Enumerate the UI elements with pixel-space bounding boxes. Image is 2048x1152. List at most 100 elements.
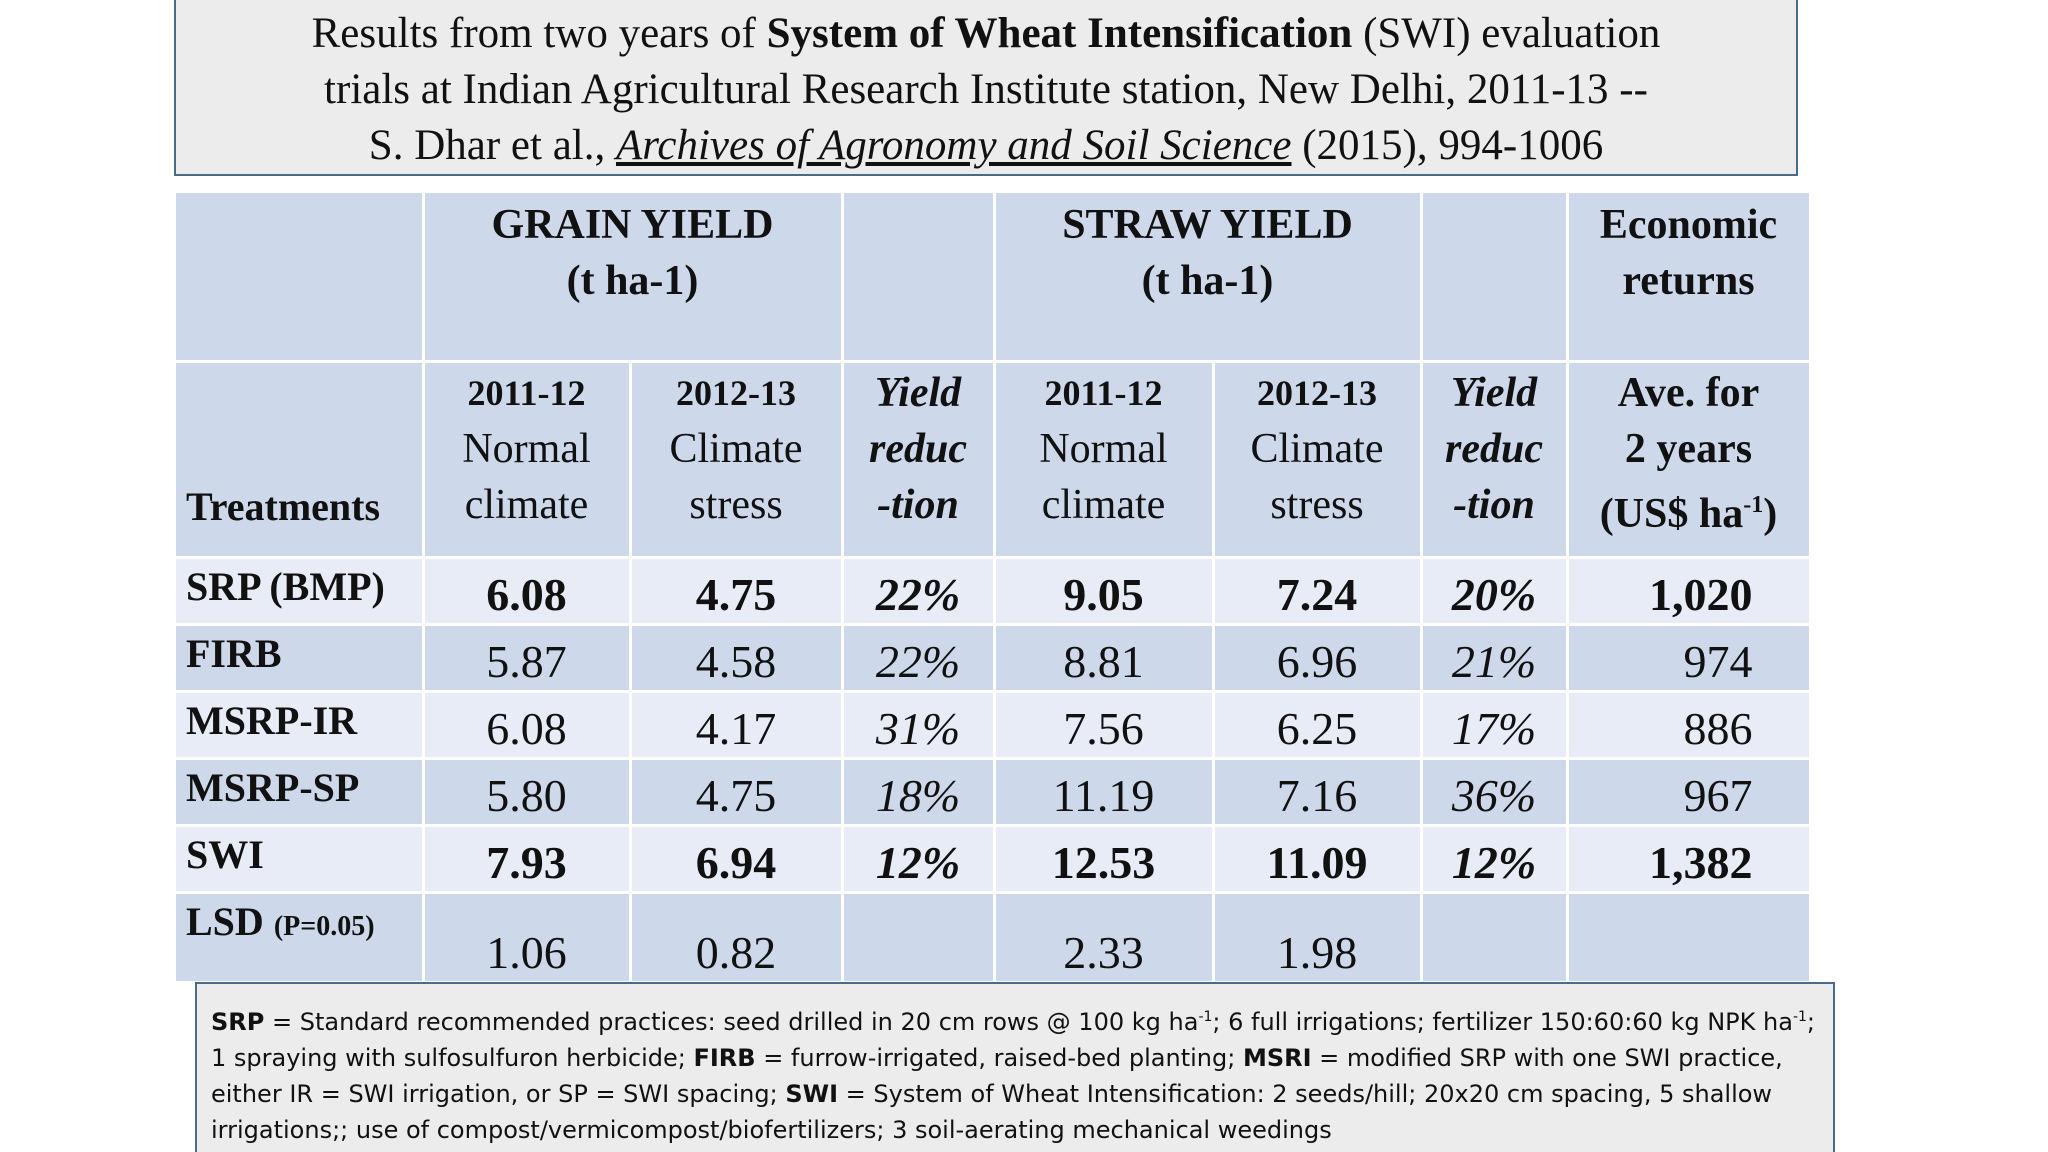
lsd-straw-2012: 1.98 [1213,892,1423,984]
climate-label: climate [1041,481,1166,528]
treatment-name: SWI [176,825,425,894]
note-srp-term: SRP [211,1008,265,1036]
note-sup: -1 [1792,1009,1807,1025]
title-bold: System of Wheat Intensification [766,10,1353,57]
table-row: SRP (BMP) 6.08 4.75 22% 9.05 7.24 20% 1,… [176,557,1812,626]
straw-2011-header: 2011-12 Normal climate [994,361,1215,559]
economic-value: 1,382 [1567,825,1812,894]
economic-returns-header: Economic returns [1567,193,1812,363]
economic-value: 1,020 [1567,557,1812,626]
average-label: 2 years [1624,425,1753,472]
straw-2012-header: 2012-13 Climate stress [1213,361,1423,559]
straw-reduction-value: 20% [1421,557,1569,626]
straw-2011-value: 9.05 [994,557,1215,626]
empty-cell [842,892,996,984]
year-label: 2011-12 [1044,372,1163,413]
lsd-name: LSD [186,898,264,944]
note-swi-text: = System of Wheat Intensification: 2 see… [211,1080,1773,1144]
treatment-name: MSRP-SP [176,758,425,827]
title-author: S. Dhar et al., [368,122,616,169]
lsd-row: LSD (P=0.05) 1.06 0.82 2.33 1.98 [176,892,1812,984]
straw-yield-label: STRAW YIELD [1062,202,1353,248]
unit-sup: -1 [1743,491,1764,518]
footnote-box: SRP = Standard recommended practices: se… [195,982,1835,1152]
lsd-grain-2011: 1.06 [423,892,632,984]
journal-name: Archives of Agronomy and Soil Science [615,122,1292,169]
note-msri-text: = modified SRP with one SWI practice, ei… [211,1044,1783,1108]
lsd-grain-2012: 0.82 [630,892,844,984]
straw-2011-value: 11.19 [994,758,1215,827]
blank-header-cell [842,193,996,363]
grain-reduction-header: Yield reduc -tion [842,361,996,559]
grain-2012-value: 6.94 [630,825,844,894]
reduction-label: reduc [1445,425,1543,472]
grain-2012-value: 4.17 [630,691,844,760]
grain-2011-value: 5.87 [423,624,632,693]
grain-2011-value: 5.80 [423,758,632,827]
straw-2012-value: 6.25 [1213,691,1423,760]
title-pre: Results from two years of [311,10,767,57]
straw-yield-header: STRAW YIELD (t ha-1) [994,193,1423,363]
title-post: (SWI) evaluation [1352,10,1661,57]
grain-2011-value: 6.08 [423,557,632,626]
economic-value: 974 [1567,624,1812,693]
grain-2011-header: 2011-12 Normal climate [423,361,632,559]
straw-reduction-value: 21% [1421,624,1569,693]
reduction-label: -tion [1453,481,1535,528]
straw-2012-value: 7.16 [1213,758,1423,827]
straw-2011-value: 7.56 [994,691,1215,760]
straw-reduction-header: Yield reduc -tion [1421,361,1569,559]
grain-2011-value: 6.08 [423,691,632,760]
reduction-label: Yield [1450,369,1538,416]
lsd-p: (P=0.05) [273,910,375,942]
table-row: MSRP-SP 5.80 4.75 18% 11.19 7.16 36% 967 [176,758,1812,827]
grain-reduction-value: 12% [842,825,996,894]
note-srp-text: ; 6 full irrigations; fertilizer 150:60:… [1212,1008,1793,1036]
lsd-straw-2011: 2.33 [994,892,1215,984]
year-label: 2012-13 [1257,372,1377,413]
note-swi-term: SWI [785,1080,839,1108]
grain-2012-value: 4.58 [630,624,844,693]
note-srp-text: = Standard recommended practices: seed d… [264,1008,1199,1036]
climate-label: stress [689,481,783,528]
straw-2012-value: 7.24 [1213,557,1423,626]
climate-label: stress [1270,481,1364,528]
note-sup: -1 [1198,1009,1213,1025]
year-label: 2011-12 [467,372,586,413]
empty-cell [1567,892,1812,984]
climate-label: Normal [462,425,591,472]
header-row-1: GRAIN YIELD (t ha-1) STRAW YIELD (t ha-1… [176,193,1812,363]
grain-yield-unit: (t ha-1) [566,258,699,304]
grain-2012-value: 4.75 [630,557,844,626]
straw-reduction-value: 12% [1421,825,1569,894]
straw-reduction-value: 17% [1421,691,1569,760]
climate-label: climate [464,481,589,528]
straw-2011-value: 8.81 [994,624,1215,693]
average-label: Ave. for [1617,369,1760,416]
straw-yield-unit: (t ha-1) [1141,258,1274,304]
climate-label: Normal [1039,425,1168,472]
straw-2012-value: 6.96 [1213,624,1423,693]
table-row: FIRB 5.87 4.58 22% 8.81 6.96 21% 974 [176,624,1812,693]
note-srp-text: ; 1 spraying with sulfosulfuron herbicid… [211,1008,1816,1072]
grain-yield-header: GRAIN YIELD (t ha-1) [423,193,844,363]
unit-close: ) [1763,490,1778,537]
blank-header-cell [1421,193,1569,363]
treatment-name: FIRB [176,624,425,693]
grain-2011-value: 7.93 [423,825,632,894]
empty-cell [1421,892,1569,984]
grain-reduction-value: 31% [842,691,996,760]
climate-label: Climate [1250,425,1384,472]
straw-2012-value: 11.09 [1213,825,1423,894]
note-firb-term: FIRB [693,1044,756,1072]
climate-label: Climate [669,425,803,472]
title-line-3: S. Dhar et al., Archives of Agronomy and… [176,118,1796,174]
economic-value: 967 [1567,758,1812,827]
lsd-label: LSD (P=0.05) [176,892,425,984]
title-line-2: trials at Indian Agricultural Research I… [324,66,1648,113]
returns-label: returns [1622,258,1755,304]
note-firb-text: = furrow-irrigated, raised-bed planting; [755,1044,1243,1072]
straw-2011-value: 12.53 [994,825,1215,894]
reduction-label: -tion [877,481,959,528]
